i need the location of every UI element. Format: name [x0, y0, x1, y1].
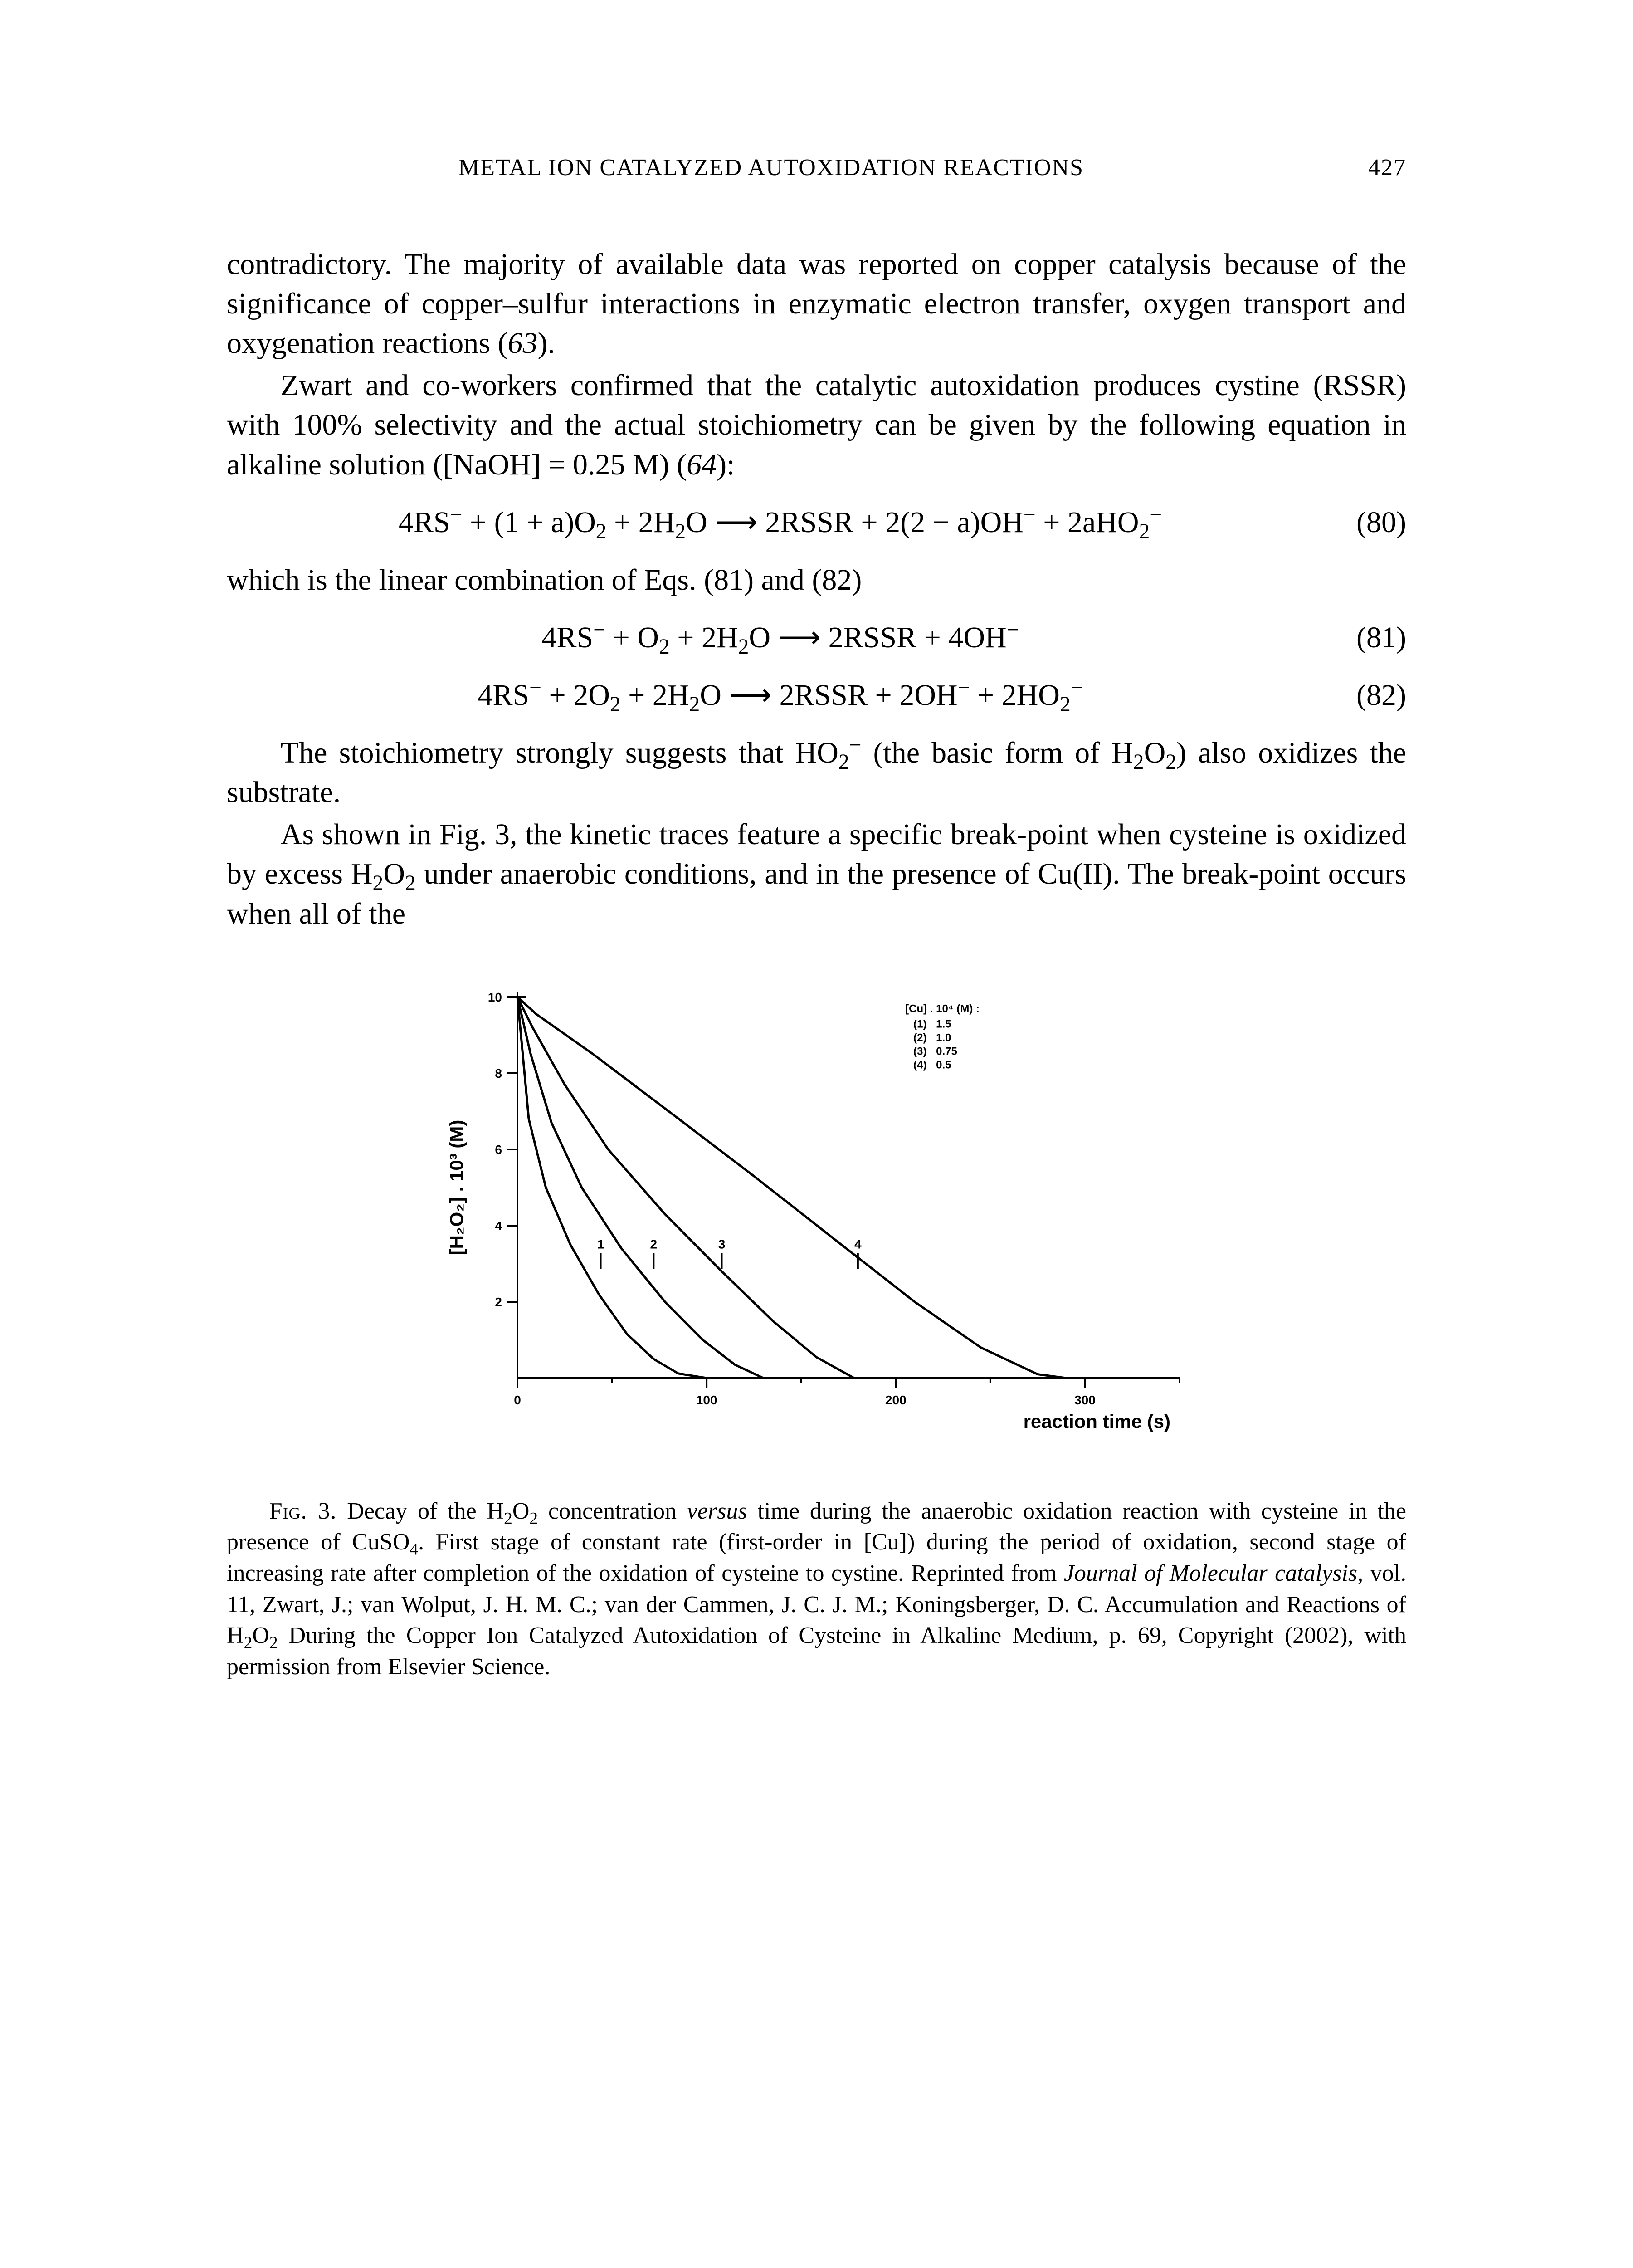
svg-text:100: 100	[696, 1393, 717, 1407]
para-4: The stoichiometry strongly suggests that…	[227, 733, 1406, 812]
figure-3-svg: 2468100100200300[H₂O₂] . 10³ (M)reaction…	[431, 979, 1202, 1455]
para-1: contradictory. The majority of available…	[227, 244, 1406, 363]
svg-text:(4): (4)	[913, 1059, 926, 1071]
para-1-ref: 63	[507, 327, 537, 360]
eq-81-content: 4RS− + O2 + 2H2O ⟶ 2RSSR + 4OH−	[227, 618, 1334, 657]
equation-80: 4RS− + (1 + a)O2 + 2H2O ⟶ 2RSSR + 2(2 − …	[227, 503, 1406, 542]
para-4a: The stoichiometry strongly suggests that…	[281, 736, 838, 769]
eq-82-content: 4RS− + 2O2 + 2H2O ⟶ 2RSSR + 2OH− + 2HO2−	[227, 675, 1334, 715]
svg-text:0.75: 0.75	[936, 1045, 957, 1057]
svg-text:4: 4	[854, 1237, 862, 1251]
svg-text:1.0: 1.0	[936, 1031, 951, 1044]
svg-text:0.5: 0.5	[936, 1059, 951, 1071]
figure-3: 2468100100200300[H₂O₂] . 10³ (M)reaction…	[227, 979, 1406, 1455]
svg-text:1.5: 1.5	[936, 1018, 951, 1030]
equation-81: 4RS− + O2 + 2H2O ⟶ 2RSSR + 4OH− (81)	[227, 618, 1406, 657]
eq-80-num: (80)	[1334, 503, 1406, 542]
svg-text:1: 1	[597, 1237, 604, 1251]
caption-g: O	[252, 1623, 269, 1648]
svg-text:2: 2	[650, 1237, 657, 1251]
svg-text:4: 4	[495, 1219, 502, 1233]
caption-journal: Journal of Molecular catalysis	[1064, 1560, 1357, 1586]
eq-81-num: (81)	[1334, 618, 1406, 657]
svg-text:300: 300	[1074, 1393, 1096, 1407]
figure-3-plot: 2468100100200300[H₂O₂] . 10³ (M)reaction…	[446, 990, 1180, 1432]
para-4c: O	[1144, 736, 1166, 769]
svg-text:reaction time (s): reaction time (s)	[1023, 1411, 1170, 1432]
caption-c: concentration	[538, 1498, 687, 1524]
svg-text:0: 0	[514, 1393, 521, 1407]
para-2-tail: ):	[717, 448, 735, 481]
running-head: METAL ION CATALYZED AUTOXIDATION REACTIO…	[227, 154, 1406, 181]
para-4b: (the basic form of H	[861, 736, 1133, 769]
svg-text:(2): (2)	[913, 1031, 926, 1044]
para-5: As shown in Fig. 3, the kinetic traces f…	[227, 815, 1406, 933]
svg-text:10: 10	[487, 990, 502, 1004]
caption-b: O	[512, 1498, 530, 1524]
svg-text:(3): (3)	[913, 1045, 926, 1057]
body-text: contradictory. The majority of available…	[227, 244, 1406, 934]
svg-text:6: 6	[495, 1143, 502, 1157]
para-3: which is the linear combination of Eqs. …	[227, 560, 1406, 600]
para-2-ref: 64	[687, 448, 717, 481]
svg-text:8: 8	[495, 1066, 502, 1080]
para-1-tail: ).	[537, 327, 555, 360]
caption-a: Decay of the H	[336, 1498, 504, 1524]
page-number: 427	[1316, 154, 1406, 181]
para-5b: O	[383, 857, 405, 890]
running-title: METAL ION CATALYZED AUTOXIDATION REACTIO…	[227, 154, 1316, 181]
svg-text:[Cu] . 10⁴ (M) :: [Cu] . 10⁴ (M) :	[905, 1002, 980, 1015]
eq-80-content: 4RS− + (1 + a)O2 + 2H2O ⟶ 2RSSR + 2(2 − …	[227, 503, 1334, 542]
para-2: Zwart and co-workers confirmed that the …	[227, 366, 1406, 484]
svg-text:[H₂O₂] . 10³ (M): [H₂O₂] . 10³ (M)	[446, 1119, 467, 1255]
svg-text:2: 2	[495, 1295, 502, 1309]
caption-versus: versus	[687, 1498, 747, 1524]
caption-h: During the Copper Ion Catalyzed Autoxida…	[227, 1623, 1406, 1680]
svg-text:3: 3	[718, 1237, 725, 1251]
figure-3-caption: Fig. 3. Decay of the H2O2 concentration …	[227, 1496, 1406, 1683]
caption-head: Fig. 3.	[269, 1498, 337, 1524]
para-2-text: Zwart and co-workers confirmed that the …	[227, 369, 1406, 481]
para-1-text: contradictory. The majority of available…	[227, 248, 1406, 360]
svg-text:(1): (1)	[913, 1018, 926, 1030]
eq-82-num: (82)	[1334, 675, 1406, 715]
svg-text:200: 200	[885, 1393, 906, 1407]
equation-82: 4RS− + 2O2 + 2H2O ⟶ 2RSSR + 2OH− + 2HO2−…	[227, 675, 1406, 715]
